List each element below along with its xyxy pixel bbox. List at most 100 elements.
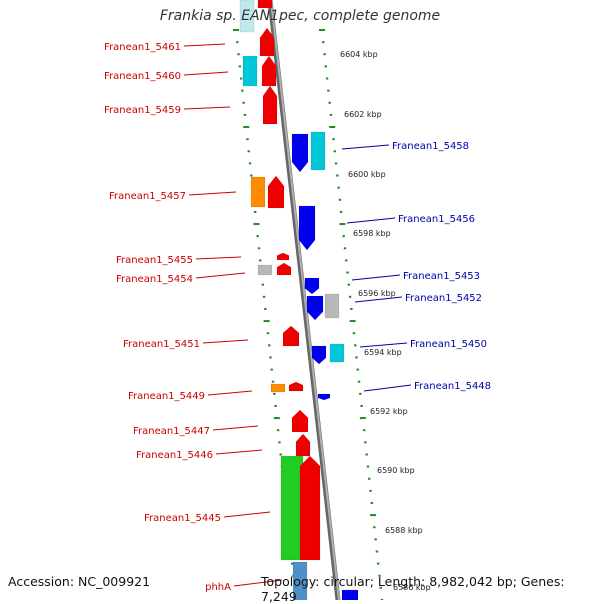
gene-franean1-5447 [291,409,309,433]
gene-franean1-5454 [257,264,273,276]
kbp-tick-label: 6600 kbp [348,170,386,179]
outer-ruler-dash [360,404,363,407]
outer-ruler-dash [366,465,370,468]
gene-reverse [341,589,359,600]
outer-ruler-dash [350,307,353,310]
inner-ruler-dash [279,453,282,456]
kbp-ticks: 6604 kbp 6602 kbp 6600 kbp 6598 kbp 6596 kbp… [340,50,431,592]
right-leader-line [351,274,401,281]
inner-ruler-dash [246,138,249,141]
outer-ruler-dash [379,586,382,589]
outer-ruler-dash [345,259,348,262]
outer-ruler-dash [346,271,349,274]
left-leader-line [223,511,271,518]
left-gene-label: Franean1_5446 [136,450,213,461]
outer-ruler-dash [332,138,335,141]
gene-franean1-5446 [295,433,311,457]
outer-ruler-dash [373,526,376,529]
inner-ruler-dash [253,223,260,226]
outer-ruler-dash [337,186,340,189]
outer-ruler-dash [349,320,356,323]
gene-forward [299,455,321,561]
inner-ruler-dash [236,41,239,44]
left-leader-line [233,579,283,587]
outer-ruler-dash [353,344,357,347]
inner-ruler-dash [256,235,259,238]
outer-ruler-dash [370,501,373,504]
gene-forward [257,0,273,9]
outer-ruler-dash [376,562,380,565]
left-leader-line [207,390,253,396]
outer-ruler-dash [374,538,377,541]
left-gene-label: Franean1_5445 [144,513,221,524]
outer-ruler-dash [370,514,377,517]
left-gene-label: Franean1_5459 [104,105,181,116]
outer-ruler-dash [348,295,352,298]
genome-title: Frankia sp. EAN1pec, complete genome [159,8,441,24]
right-gene-label: Franean1_5453 [403,271,480,282]
left-leader-line [195,256,242,260]
outer-ruler-dash [342,235,345,238]
left-leader-line [212,425,259,431]
outer-ruler-dash [333,150,336,153]
kbp-tick-label: 6592 kbp [370,407,408,416]
left-gene-label: Franean1_5461 [104,42,181,53]
inner-ruler-dash [271,380,275,383]
outer-ruler-dash [343,247,347,250]
gene-cyan [329,343,345,363]
inner-ruler-dash [250,174,253,177]
outer-ruler-dash [369,489,372,492]
outer-ruler-dash [334,162,338,165]
inner-ruler-dash [276,429,280,432]
outer-ruler-dash [339,210,343,213]
kbp-tick-label: 6590 kbp [377,466,415,475]
inner-ruler-dash [257,247,261,250]
inner-ruler-dash [274,404,277,407]
right-leader-line [346,217,396,224]
gene-franean1-5461 [259,27,275,57]
gene-franean1-5460 [261,55,277,87]
kbp-tick-label: 6604 kbp [340,50,378,59]
outer-ruler-dash [327,89,330,92]
kbp-tick-label: 6594 kbp [364,348,402,357]
outer-ruler-dash [368,477,371,480]
gene-franean1-5450 [311,345,327,365]
gene-forward [276,262,292,276]
left-leader-line [183,43,226,47]
inner-ruler-dash [261,283,265,286]
inner-ruler-dash [290,562,294,565]
inner-ruler-dash [278,441,281,444]
left-leader-line [183,106,231,110]
left-gene-label: Franean1_5454 [116,274,193,285]
right-gene-label: Franean1_5448 [414,381,491,392]
right-leader-line [363,384,412,392]
outer-ruler-dash [339,223,346,226]
outer-ruler-dash [324,65,328,68]
outer-ruler-dash [365,453,368,456]
outer-ruler-dash [322,41,325,44]
outer-ruler-dash [347,283,351,286]
inner-ruler-dash [237,53,240,56]
gene-franean1-5459 [262,85,278,125]
kbp-tick-label: 6596 kbp [358,289,396,298]
gene-franean1-5456 [298,205,316,251]
gene-labels: Franean1_5461 Franean1_5460 Franean1_5459 F… [104,42,491,593]
inner-ruler-dash [259,259,262,262]
gene-franean1-5453 [304,277,320,295]
gene-gray [324,293,340,319]
left-gene-label: Franean1_5451 [123,339,200,350]
inner-ruler-dash [266,332,270,335]
inner-ruler-dash [243,113,247,116]
inner-ruler-dash [243,126,250,129]
inner-ruler-dash [267,344,271,347]
gene-franean1-5445 [280,455,304,561]
inner-ruler-dash [264,307,267,310]
gene-forward [267,175,285,209]
right-gene-label: Franean1_5456 [398,214,475,225]
left-gene-label: Franean1_5460 [104,71,181,82]
outer-ruler-dash [329,113,333,116]
outer-ruler-dash [319,29,325,31]
left-leader-line [183,71,229,76]
inner-ruler-dash [273,392,276,395]
